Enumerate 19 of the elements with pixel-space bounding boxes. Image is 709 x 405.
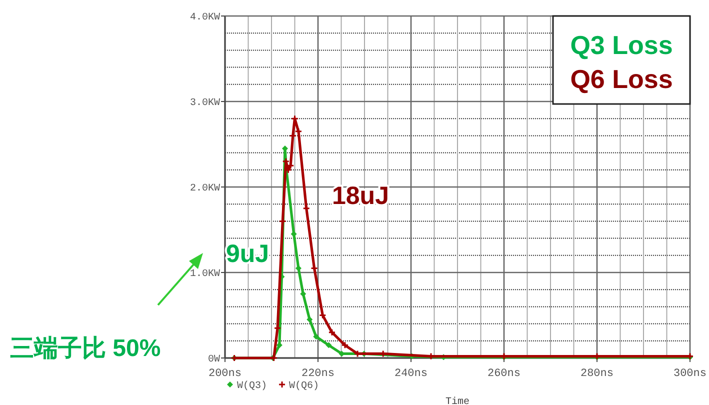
- x-tick-label: 300ns: [673, 368, 707, 380]
- y-tick-label: 1.0KW: [190, 269, 220, 280]
- x-tick-label: 280ns: [580, 368, 614, 380]
- annotation: Q6 Loss: [570, 64, 673, 94]
- y-tick-label: 4.0KW: [190, 12, 220, 24]
- x-tick-label: 200ns: [208, 368, 242, 380]
- legend-label: W(Q3): [237, 380, 268, 392]
- y-tick-label: 2.0KW: [190, 184, 220, 194]
- x-tick-label: 240ns: [394, 368, 428, 380]
- x-axis-title: Time: [445, 396, 470, 405]
- legend-label: W(Q6): [289, 380, 320, 392]
- x-tick-label: 260ns: [487, 368, 521, 380]
- annotation: 18uJ: [332, 182, 389, 210]
- x-tick-label: 220ns: [301, 368, 335, 380]
- annotation: Q3 Loss: [570, 30, 673, 60]
- annotation: 9uJ: [226, 240, 270, 268]
- y-tick-label: 0W: [208, 354, 220, 366]
- text: 三端子比 50%: [10, 335, 161, 362]
- y-tick-label: 3.0KW: [190, 98, 220, 109]
